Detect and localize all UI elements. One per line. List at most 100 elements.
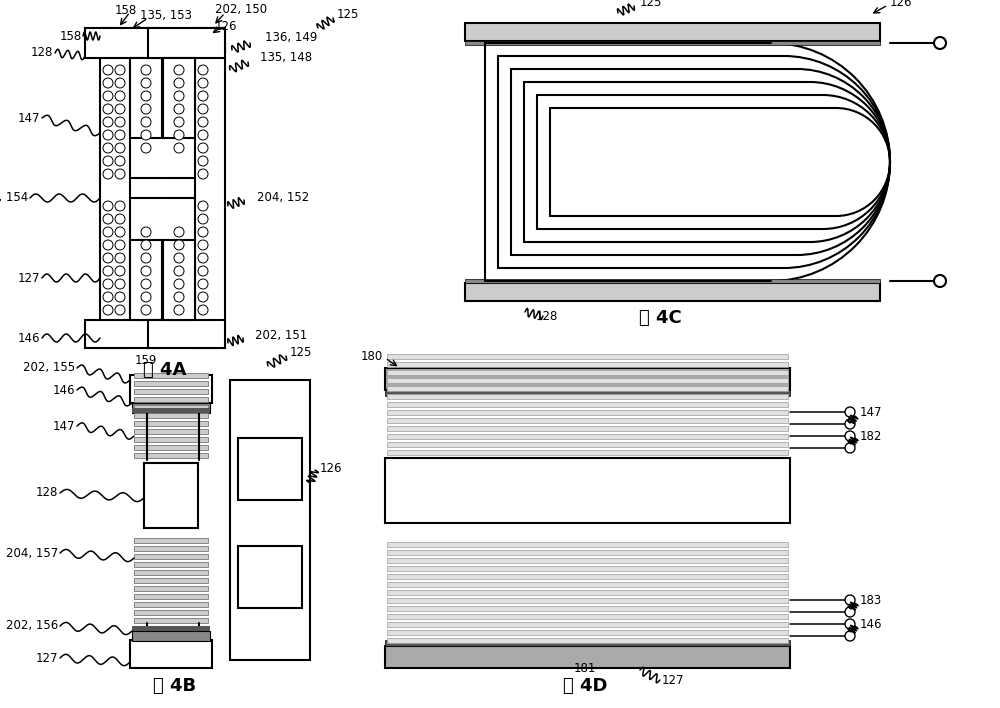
Bar: [148, 28, 225, 58]
Bar: [134, 570, 208, 575]
Text: 125: 125: [640, 0, 662, 9]
Bar: [134, 453, 208, 458]
Bar: [465, 41, 880, 45]
Bar: [132, 631, 210, 641]
Text: 159: 159: [135, 355, 157, 367]
Circle shape: [174, 130, 184, 140]
Circle shape: [174, 240, 184, 250]
Bar: [130, 58, 162, 138]
Circle shape: [198, 292, 208, 302]
Bar: [387, 394, 788, 399]
Bar: [385, 368, 790, 390]
Bar: [387, 558, 788, 563]
Circle shape: [115, 227, 125, 237]
Circle shape: [141, 266, 151, 276]
Circle shape: [103, 214, 113, 224]
Circle shape: [141, 305, 151, 315]
Text: 204, 157: 204, 157: [6, 547, 58, 559]
Text: 147: 147: [18, 111, 40, 125]
Bar: [163, 240, 195, 320]
Circle shape: [198, 169, 208, 179]
Text: 204, 152: 204, 152: [257, 191, 309, 205]
Circle shape: [141, 117, 151, 127]
Circle shape: [174, 227, 184, 237]
Bar: [130, 375, 212, 403]
Circle shape: [103, 305, 113, 315]
Bar: [134, 405, 208, 410]
Circle shape: [198, 279, 208, 289]
Circle shape: [115, 78, 125, 88]
Bar: [144, 463, 198, 528]
Bar: [134, 578, 208, 583]
Bar: [134, 538, 208, 543]
Circle shape: [174, 65, 184, 75]
Circle shape: [198, 91, 208, 101]
Circle shape: [103, 65, 113, 75]
Text: 图 4C: 图 4C: [639, 309, 681, 327]
Text: 158: 158: [60, 30, 82, 42]
Text: 181: 181: [574, 661, 596, 675]
Circle shape: [115, 292, 125, 302]
Circle shape: [141, 292, 151, 302]
Circle shape: [141, 130, 151, 140]
Text: 202, 156: 202, 156: [6, 620, 58, 632]
Circle shape: [103, 253, 113, 263]
Bar: [195, 28, 225, 348]
Text: 125: 125: [337, 8, 359, 21]
Circle shape: [103, 78, 113, 88]
Circle shape: [174, 117, 184, 127]
Circle shape: [115, 143, 125, 153]
Bar: [387, 582, 788, 587]
Circle shape: [141, 253, 151, 263]
Bar: [134, 618, 208, 623]
Bar: [134, 389, 208, 394]
Text: 126: 126: [890, 0, 912, 9]
Bar: [134, 586, 208, 591]
Bar: [387, 426, 788, 431]
Bar: [134, 429, 208, 434]
Bar: [387, 386, 788, 391]
Bar: [132, 626, 210, 631]
Bar: [134, 445, 208, 450]
Circle shape: [115, 266, 125, 276]
Text: 183: 183: [860, 595, 882, 607]
Bar: [134, 602, 208, 607]
Text: 图 4B: 图 4B: [153, 677, 197, 695]
Text: 180: 180: [361, 350, 383, 362]
Circle shape: [845, 407, 855, 417]
Circle shape: [198, 227, 208, 237]
Circle shape: [141, 78, 151, 88]
Circle shape: [115, 91, 125, 101]
Bar: [130, 640, 212, 668]
Bar: [387, 442, 788, 447]
Bar: [238, 438, 302, 500]
Circle shape: [115, 214, 125, 224]
Bar: [385, 458, 790, 523]
Circle shape: [115, 240, 125, 250]
Text: 146: 146: [52, 384, 75, 396]
Circle shape: [141, 227, 151, 237]
Bar: [387, 566, 788, 571]
Bar: [100, 28, 130, 348]
Bar: [85, 320, 162, 348]
Circle shape: [115, 65, 125, 75]
Circle shape: [198, 240, 208, 250]
Circle shape: [845, 431, 855, 441]
Circle shape: [103, 201, 113, 211]
Bar: [132, 408, 210, 413]
Text: 128: 128: [536, 311, 558, 324]
Text: 147: 147: [52, 420, 75, 433]
Text: 126: 126: [320, 462, 342, 474]
Bar: [230, 380, 310, 660]
Bar: [465, 279, 880, 283]
Bar: [387, 622, 788, 627]
Circle shape: [174, 104, 184, 114]
Circle shape: [198, 117, 208, 127]
Bar: [85, 28, 162, 58]
Circle shape: [174, 266, 184, 276]
Circle shape: [141, 143, 151, 153]
Bar: [134, 421, 208, 426]
Circle shape: [845, 619, 855, 629]
Circle shape: [198, 201, 208, 211]
Circle shape: [845, 607, 855, 617]
